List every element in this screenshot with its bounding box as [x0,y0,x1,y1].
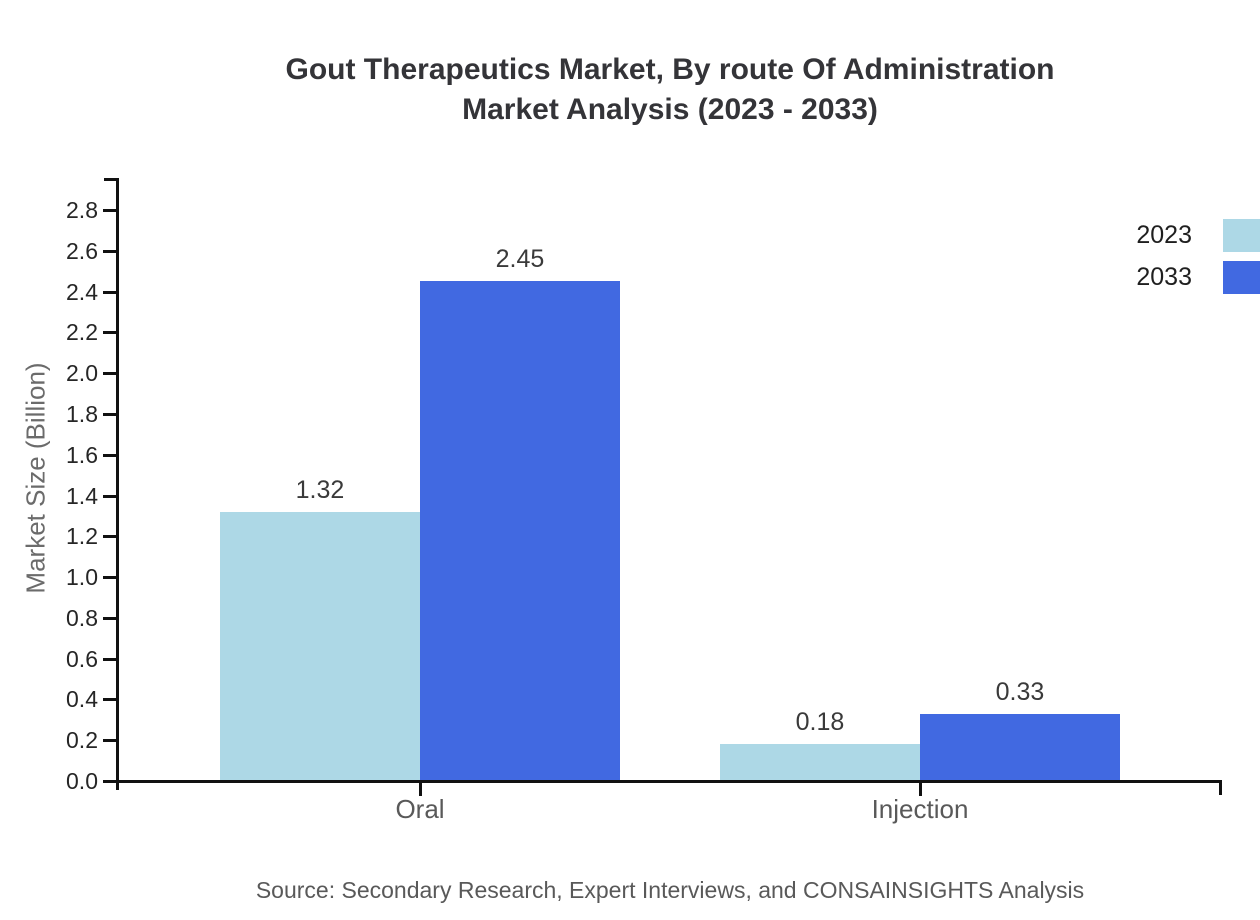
legend-swatch-2023 [1223,219,1260,252]
y-tick-1.2 [103,535,116,539]
y-tick-1.8 [103,412,116,416]
y-tick-label-2.6: 2.6 [66,237,98,264]
category-label-oral: Oral [395,794,445,824]
y-tick-label-1.8: 1.8 [66,400,98,427]
x-tick-injection [919,783,922,796]
bar-oral-2033 [420,281,620,781]
y-tick-1.4 [103,494,116,498]
legend-row-2033: 2033 [1136,261,1260,294]
value-label-injection-2033: 0.33 [995,678,1045,706]
y-tick-0.2 [103,739,116,743]
value-label-oral-2023: 1.32 [295,476,345,504]
y-tick-2.0 [103,372,116,376]
y-tick-label-1.6: 1.6 [66,441,98,468]
category-label-injection: Injection [871,794,969,824]
y-tick-label-0.4: 0.4 [66,686,98,713]
bar-oral-2023 [220,512,420,781]
y-tick-0.6 [103,657,116,661]
y-axis-top-cap [104,178,119,181]
y-tick-label-1.2: 1.2 [66,523,98,550]
legend-swatch-2033 [1223,261,1260,294]
y-tick-1.6 [103,453,116,457]
y-axis-spine [116,178,119,790]
y-tick-label-2.2: 2.2 [66,319,98,346]
y-tick-label-1.4: 1.4 [66,482,98,509]
y-tick-label-2.0: 2.0 [66,360,98,387]
y-tick-label-2.8: 2.8 [66,197,98,224]
y-tick-0.4 [103,698,116,702]
y-tick-0.8 [103,616,116,620]
legend-label-2023: 2023 [1136,221,1192,249]
y-tick-1.0 [103,576,116,580]
x-axis-spine [106,780,1222,783]
bar-injection-2033 [920,714,1120,781]
y-tick-label-0.0: 0.0 [66,768,98,794]
x-tick-oral [419,783,422,796]
source-note: Source: Secondary Research, Expert Inter… [255,877,1085,903]
legend-row-2023: 2023 [1136,219,1260,252]
y-tick-label-0.8: 0.8 [66,604,98,631]
y-tick-label-1.0: 1.0 [66,564,98,591]
x-axis-right-cap [1219,780,1222,795]
value-label-oral-2033: 2.45 [495,245,545,273]
legend: 2023 2033 [1136,219,1260,294]
y-tick-2.2 [103,331,116,335]
chart-title-line-1: Gout Therapeutics Market, By route Of Ad… [285,53,1055,86]
chart-title: Gout Therapeutics Market, By route Of Ad… [80,50,1260,130]
y-tick-2.6 [103,249,116,253]
y-tick-2.8 [103,209,116,213]
bar-injection-2023 [720,744,920,781]
y-tick-label-0.6: 0.6 [66,645,98,672]
legend-label-2033: 2033 [1136,263,1192,291]
y-tick-2.4 [103,290,116,294]
y-tick-label-2.4: 2.4 [66,278,98,305]
y-tick-label-0.2: 0.2 [66,727,98,754]
chart-title-line-2: Market Analysis (2023 - 2033) [462,93,878,126]
value-label-injection-2023: 0.18 [795,708,845,736]
